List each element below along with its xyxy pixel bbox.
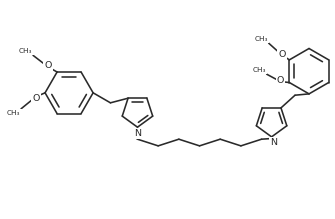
Text: N: N [270,138,277,147]
Text: O: O [32,94,40,103]
Text: O: O [277,76,284,85]
Text: CH₃: CH₃ [255,36,268,42]
Text: N: N [134,129,141,138]
Text: O: O [44,61,51,70]
Text: CH₃: CH₃ [7,110,20,116]
Text: O: O [278,50,286,59]
Text: CH₃: CH₃ [253,67,266,73]
Text: CH₃: CH₃ [19,48,32,54]
